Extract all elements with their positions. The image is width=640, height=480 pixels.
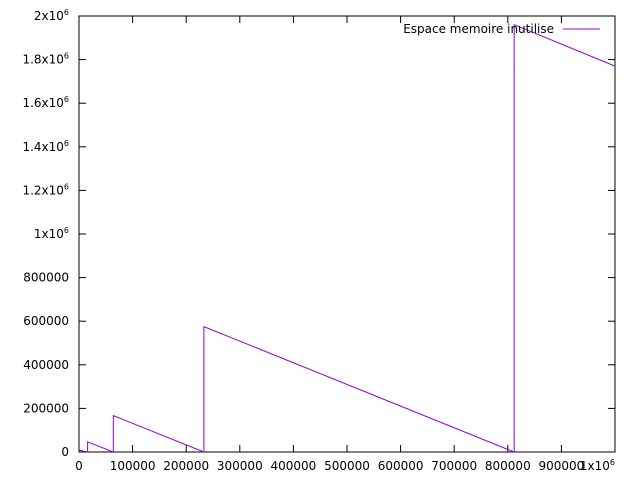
y-tick-exponent: 6: [64, 52, 69, 61]
x-tick-label: 900000: [538, 459, 584, 473]
y-tick-exponent: 6: [64, 139, 69, 148]
x-axis-tick-labels: 0 100000 200000 300000 400000 500000 600000 700…: [75, 458, 615, 473]
x-tick-label: 1x106: [580, 458, 615, 473]
series-layer: [78, 23, 616, 453]
plot-frame: [78, 15, 616, 453]
y-tick-exponent: 6: [64, 226, 69, 235]
x-tick-label: 0: [75, 459, 83, 473]
x-tick-label: 800000: [485, 459, 531, 473]
series-line: [78, 23, 616, 453]
y-tick-label: 1x106: [34, 226, 69, 241]
y-tick-label: 1.2x106: [22, 182, 69, 197]
legend: Espace memoire inutilise: [403, 22, 600, 36]
x-tick-label: 200000: [163, 459, 209, 473]
x-tick-exponent: 6: [610, 458, 615, 467]
x-tick-label: 300000: [217, 459, 263, 473]
y-tick-label: 0: [61, 445, 69, 459]
y-tick-label: 200000: [23, 401, 69, 415]
y-tick-label: 1.4x106: [22, 139, 69, 154]
y-tick-exponent: 6: [64, 8, 69, 17]
axis-ticks: [78, 15, 616, 453]
y-tick-exponent: 6: [64, 182, 69, 191]
x-tick-label: 500000: [324, 459, 370, 473]
y-axis-tick-labels: 0 200000 400000 600000 800000 1x106 1.2x106 1.4…: [22, 8, 69, 459]
x-tick-label: 100000: [110, 459, 156, 473]
legend-label: Espace memoire inutilise: [403, 22, 554, 36]
y-tick-label: 400000: [23, 358, 69, 372]
y-tick-label: 1.6x106: [22, 95, 69, 110]
x-tick-label: 600000: [378, 459, 424, 473]
y-tick-label: 600000: [23, 314, 69, 328]
y-tick-exponent: 6: [64, 95, 69, 104]
y-tick-label: 800000: [23, 271, 69, 285]
x-tick-label: 400000: [270, 459, 316, 473]
y-tick-label: 2x106: [34, 8, 69, 23]
y-tick-label: 1.8x106: [22, 52, 69, 67]
x-tick-label: 700000: [431, 459, 477, 473]
